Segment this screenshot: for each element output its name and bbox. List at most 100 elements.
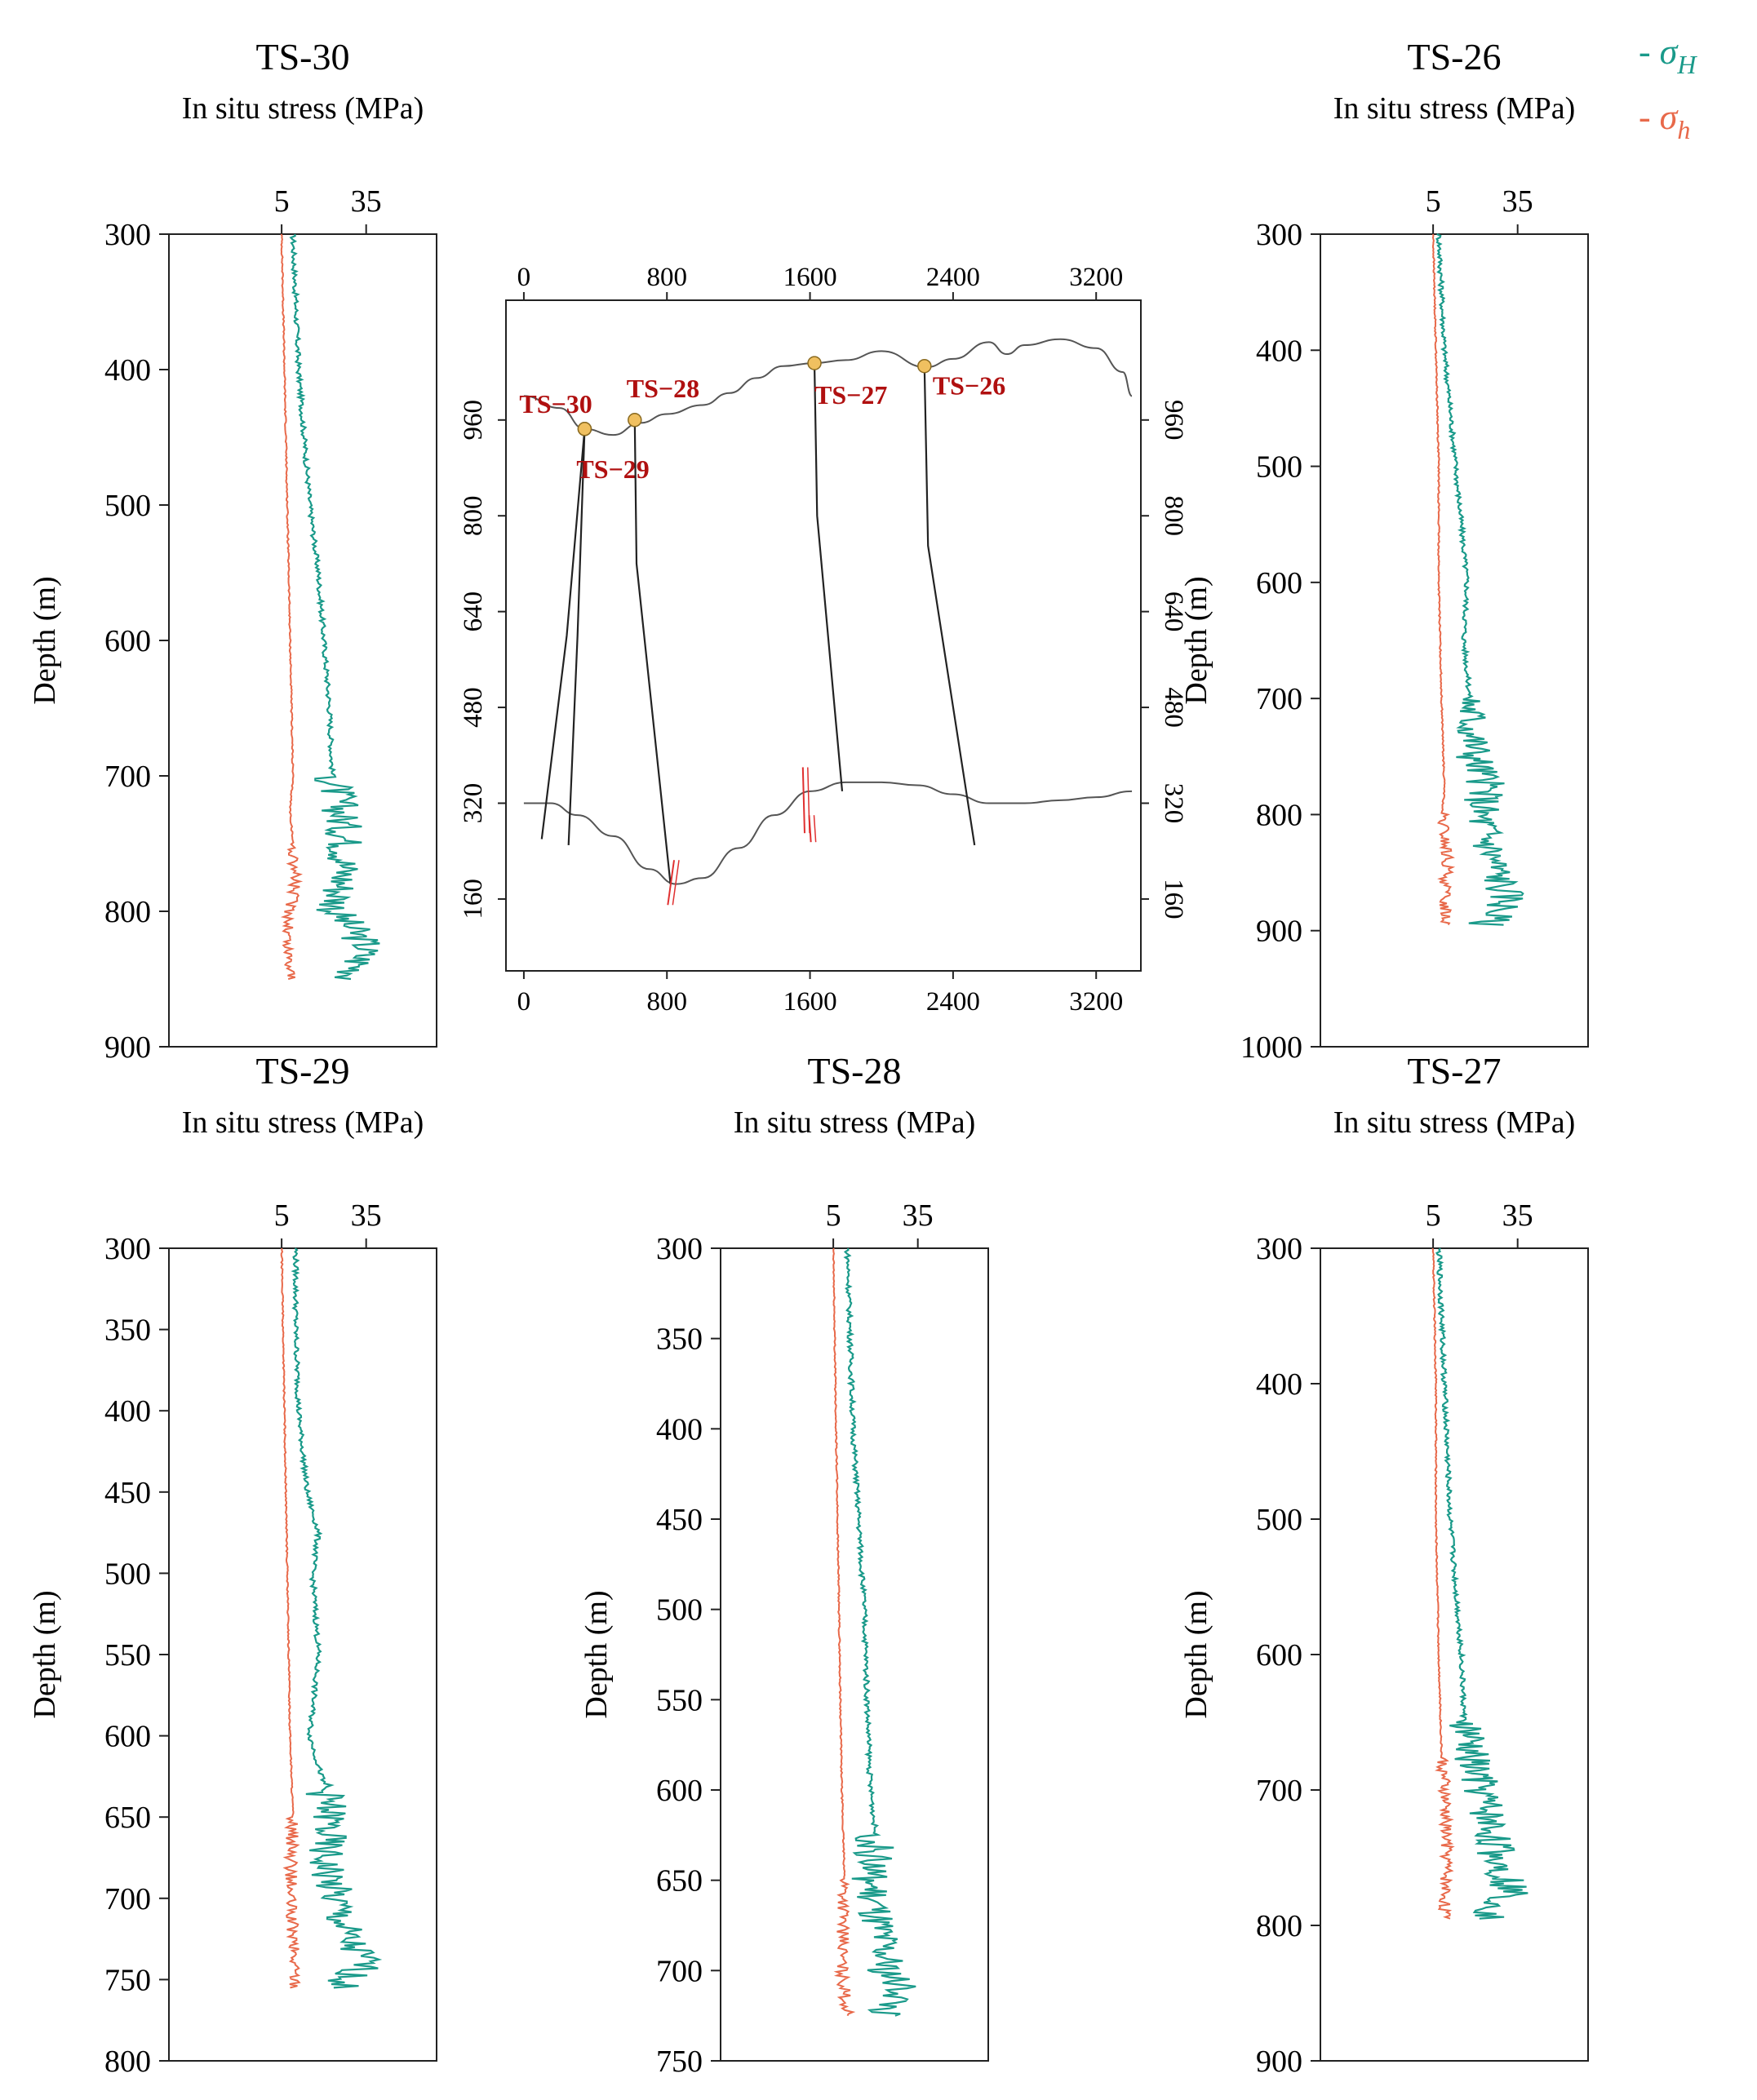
y-tick-label: 350 xyxy=(104,1314,151,1348)
well-trajectory-TS-28 xyxy=(633,419,672,884)
xsec-right-tick-label: 480 xyxy=(1159,687,1188,728)
y-axis-label: Depth (m) xyxy=(1179,1590,1213,1718)
panel-xlabel: In situ stress (MPa) xyxy=(734,1105,976,1140)
xsec-top-tick-label: 800 xyxy=(646,263,687,292)
series-sigma-h-line xyxy=(280,1248,301,1989)
x-tick-label: 5 xyxy=(274,1198,290,1233)
y-tick-label: 400 xyxy=(104,353,151,388)
y-tick-label: 500 xyxy=(1256,450,1302,485)
panel-xlabel: In situ stress (MPa) xyxy=(182,1105,424,1140)
legend-symbol: σ xyxy=(1660,97,1679,137)
y-tick-label: 900 xyxy=(1256,915,1302,949)
fault-mark-0 xyxy=(667,860,675,906)
y-tick-label: 450 xyxy=(104,1476,151,1510)
xsec-top-tick-label: 1600 xyxy=(783,263,837,292)
y-tick-label: 600 xyxy=(1256,566,1302,600)
y-tick-label: 300 xyxy=(656,1232,703,1266)
y-tick-label: 750 xyxy=(104,1963,151,1997)
well-trajectory-TS-26 xyxy=(923,366,976,846)
well-label-TS-27: TS−27 xyxy=(814,380,887,410)
x-tick-label: 5 xyxy=(826,1198,841,1233)
x-tick-label: 5 xyxy=(1426,184,1441,219)
y-axis-label: Depth (m) xyxy=(28,1590,62,1718)
y-tick-label: 1000 xyxy=(1240,1030,1302,1065)
y-tick-label: 500 xyxy=(104,489,151,523)
fault-mark-1 xyxy=(801,767,805,834)
y-tick-label: 900 xyxy=(104,1030,151,1065)
y-tick-label: 600 xyxy=(656,1774,703,1808)
xsec-horizon-line xyxy=(523,781,1133,885)
plot-frame xyxy=(168,1247,437,2062)
xsec-left-tick-label: 640 xyxy=(459,591,488,632)
well-label-TS-30: TS−30 xyxy=(519,389,592,419)
series-sigma-H-line xyxy=(1435,1247,1529,1920)
y-tick-label: 900 xyxy=(1256,2045,1302,2079)
y-axis-label: Depth (m) xyxy=(28,576,62,704)
plot-frame xyxy=(168,233,437,1048)
x-tick-label: 35 xyxy=(351,1198,382,1233)
x-tick-label: 5 xyxy=(274,184,290,219)
xsec-bottom-tick-label: 0 xyxy=(517,987,531,1017)
xsec-surface-line xyxy=(523,338,1133,436)
xsec-right-tick-label: 960 xyxy=(1159,400,1188,441)
fault-mark-2-b xyxy=(813,815,817,843)
y-tick-label: 750 xyxy=(656,2045,703,2079)
wellhead-marker-TS-28 xyxy=(628,413,642,428)
panel-title: TS-28 xyxy=(808,1050,902,1092)
xsec-top-tick-label: 0 xyxy=(517,263,531,292)
well-label-TS-29: TS−29 xyxy=(576,454,649,484)
legend-item-h: - σh xyxy=(1639,97,1690,144)
legend: - σH- σh xyxy=(1639,32,1697,144)
y-tick-label: 400 xyxy=(656,1412,703,1447)
panel-title: TS-27 xyxy=(1408,1050,1502,1092)
y-tick-label: 600 xyxy=(1256,1638,1302,1672)
xsec-top-tick-label: 2400 xyxy=(926,263,980,292)
well-trajectory-TS-27 xyxy=(813,363,844,791)
y-tick-label: 400 xyxy=(1256,1367,1302,1402)
panel-TS-27: TS-27 In situ stress (MPa) 5 35 300 400 500 600… xyxy=(1179,1050,1589,2079)
series-sigma-H-line xyxy=(289,233,380,981)
y-tick-label: 800 xyxy=(1256,1909,1302,1943)
xsec-bottom-tick-label: 2400 xyxy=(926,987,980,1017)
legend-subscript: h xyxy=(1677,115,1690,144)
xsec-right-tick-label: 800 xyxy=(1159,495,1188,536)
legend-item-H: - σH xyxy=(1639,32,1697,79)
y-tick-label: 550 xyxy=(104,1638,151,1672)
y-tick-label: 550 xyxy=(656,1683,703,1717)
panel-TS-28: TS-28 In situ stress (MPa) 5 35 300 350 400 450… xyxy=(579,1050,989,2079)
xsec-bottom-tick-label: 3200 xyxy=(1069,987,1123,1017)
xsec-left-tick-label: 160 xyxy=(459,879,488,919)
y-tick-label: 500 xyxy=(1256,1503,1302,1537)
xsec-left-tick-label: 960 xyxy=(459,400,488,441)
y-axis-label: Depth (m) xyxy=(579,1590,614,1718)
panel-title: TS-29 xyxy=(256,1050,350,1092)
xsec-right-tick-label: 160 xyxy=(1159,879,1188,919)
x-tick-label: 35 xyxy=(351,184,382,219)
legend-dash: - xyxy=(1639,32,1660,72)
y-tick-label: 800 xyxy=(1256,798,1302,832)
panel-xlabel: In situ stress (MPa) xyxy=(1333,1105,1576,1140)
x-tick-label: 5 xyxy=(1426,1198,1441,1233)
legend-label: - σh xyxy=(1639,97,1690,144)
legend-label: - σH xyxy=(1639,32,1697,79)
panel-xlabel: In situ stress (MPa) xyxy=(182,91,424,126)
y-tick-label: 300 xyxy=(104,1232,151,1266)
panel-TS-30: TS-30 In situ stress (MPa) 5 35 300 400 500 600… xyxy=(28,36,437,1065)
plot-frame xyxy=(1320,1247,1589,2062)
y-tick-label: 700 xyxy=(1256,682,1302,716)
y-tick-label: 800 xyxy=(104,895,151,929)
y-tick-label: 500 xyxy=(656,1593,703,1628)
y-tick-label: 300 xyxy=(1256,1232,1302,1266)
xsec-left-tick-label: 800 xyxy=(459,495,488,536)
well-label-TS-28: TS−28 xyxy=(627,374,699,403)
series-sigma-H-line xyxy=(291,1247,383,1989)
y-tick-label: 500 xyxy=(104,1557,151,1591)
well-label-TS-26: TS−26 xyxy=(933,371,1005,401)
y-tick-label: 700 xyxy=(104,760,151,794)
xsec-left-tick-label: 480 xyxy=(459,687,488,728)
y-tick-label: 400 xyxy=(1256,334,1302,368)
y-tick-label: 650 xyxy=(104,1801,151,1835)
series-sigma-h-line xyxy=(1431,1247,1455,1920)
